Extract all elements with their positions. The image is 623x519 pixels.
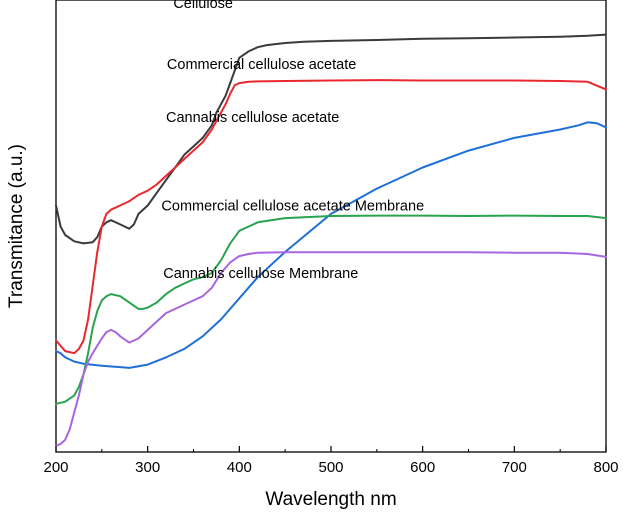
x-tick-label: 500 xyxy=(318,459,343,476)
series-label: Cannabis cellulose Membrane xyxy=(163,266,358,282)
series-line-commercial-cellulose-acetate-membrane xyxy=(55,214,607,405)
series-line-cannabis-cellulose-membrane xyxy=(55,251,607,447)
series-label: Cannabis cellulose acetate xyxy=(166,110,339,126)
x-tick-label: 800 xyxy=(593,459,618,476)
x-tick-label: 300 xyxy=(135,459,160,476)
x-tick-label: 200 xyxy=(43,459,68,476)
series-layer xyxy=(55,33,607,447)
x-axis-ticks: 200 300 400 500 600 700 800 xyxy=(43,446,619,476)
series-line-commercial-cellulose-acetate xyxy=(55,79,607,355)
x-tick-label: 600 xyxy=(410,459,435,476)
y-axis-title: Transmitance (a.u.) xyxy=(6,144,27,308)
series-label: Cellulose xyxy=(173,0,233,12)
x-tick-label: 400 xyxy=(227,459,252,476)
series-line-cannabis-cellulose-acetate xyxy=(55,121,607,369)
series-label: Commercial cellulose acetate xyxy=(167,57,356,73)
x-axis-title: Wavelength nm xyxy=(265,489,396,510)
series-labels: Cellulose Commercial cellulose acetate Can… xyxy=(161,0,424,282)
series-label: Commercial cellulose acetate Membrane xyxy=(161,198,424,214)
x-tick-label: 700 xyxy=(502,459,527,476)
